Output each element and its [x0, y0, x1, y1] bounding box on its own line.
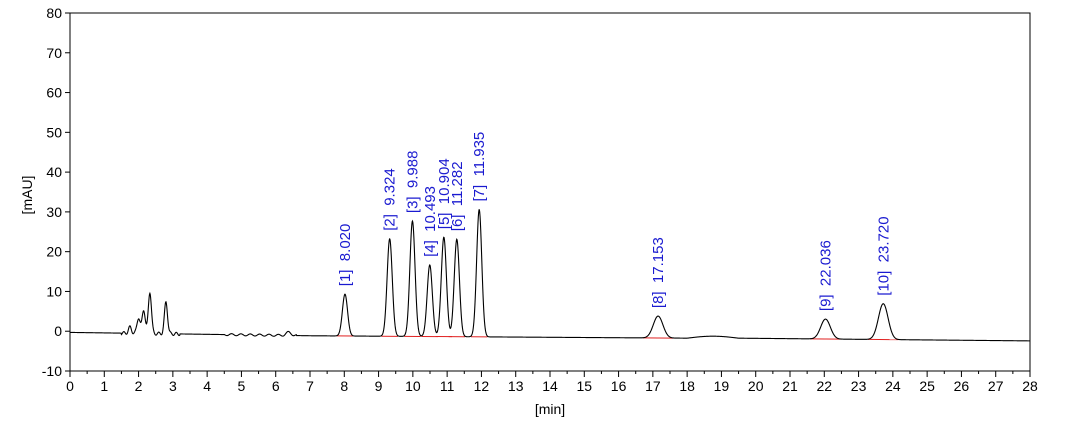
peak-label: [10] 23.720: [875, 216, 892, 295]
x-tick-label: 12: [474, 378, 490, 394]
x-tick-label: 13: [508, 378, 524, 394]
chromatogram-trace: [70, 209, 1030, 342]
x-tick-label: 1: [100, 378, 108, 394]
x-tick-label: 7: [306, 378, 314, 394]
x-tick-label: 8: [340, 378, 348, 394]
peak-baselines: [336, 335, 899, 341]
x-axis-title: [min]: [535, 401, 565, 417]
x-tick-label: 28: [1022, 378, 1038, 394]
y-tick-label: -10: [42, 363, 62, 379]
y-tick-label: 20: [46, 244, 62, 260]
x-tick-label: 17: [645, 378, 661, 394]
x-tick-label: 24: [885, 378, 901, 394]
peak-label: [7] 11.935: [471, 132, 488, 202]
peak-label: [2] 9.324: [382, 168, 399, 231]
y-tick-label: 10: [46, 283, 62, 299]
y-tick-label: 70: [46, 45, 62, 61]
peak-labels: [1] 8.020 [2] 9.324 [3] 9.988[4] 10.493[5]…: [337, 132, 892, 311]
y-tick-label: 60: [46, 85, 62, 101]
x-tick-label: 16: [611, 378, 627, 394]
y-tick-label: 40: [46, 164, 62, 180]
x-tick-label: 2: [135, 378, 143, 394]
x-tick-label: 15: [576, 378, 592, 394]
x-tick-label: 4: [203, 378, 211, 394]
y-axis: -10 0 10 20 30 40 50 60 70 80: [42, 5, 70, 379]
peak-label: [8] 17.153: [650, 237, 667, 308]
x-tick-label: 5: [238, 378, 246, 394]
y-tick-label: 30: [46, 204, 62, 220]
peak-label: [4] 10.493: [422, 186, 439, 257]
x-tick-label: 14: [542, 378, 558, 394]
peak-label: [6] 11.282: [449, 161, 466, 231]
x-tick-label: 11: [440, 378, 455, 394]
x-tick-label: 18: [679, 378, 695, 394]
y-tick-label: 80: [46, 5, 62, 21]
plot-frame: [69, 12, 1031, 372]
x-axis: 0 1 2 3 4 5 6 7 8 9 10 11 12 13 14 15 16 17 18 19 20 21 22 23 24…: [66, 371, 1038, 394]
x-tick-label: 10: [405, 378, 421, 394]
x-tick-label: 6: [272, 378, 280, 394]
peak-label: [3] 9.988: [404, 151, 421, 214]
peak-label: [9] 22.036: [818, 240, 835, 311]
x-tick-label: 27: [988, 378, 1004, 394]
x-tick-label: 23: [851, 378, 867, 394]
peak-label: [5] 10.904: [436, 158, 453, 229]
peak-label: [1] 8.020: [337, 224, 354, 287]
x-tick-label: 25: [919, 378, 935, 394]
x-tick-label: 9: [375, 378, 383, 394]
x-tick-label: 26: [954, 378, 970, 394]
y-tick-label: 50: [46, 124, 62, 140]
x-tick-label: 22: [816, 378, 832, 394]
x-tick-label: 3: [169, 378, 177, 394]
x-tick-label: 20: [748, 378, 764, 394]
y-axis-title: [mAU]: [19, 176, 35, 215]
y-tick-label: 0: [54, 323, 62, 339]
x-tick-label: 19: [714, 378, 730, 394]
x-tick-label: 21: [782, 378, 798, 394]
x-tick-label: 0: [66, 378, 74, 394]
